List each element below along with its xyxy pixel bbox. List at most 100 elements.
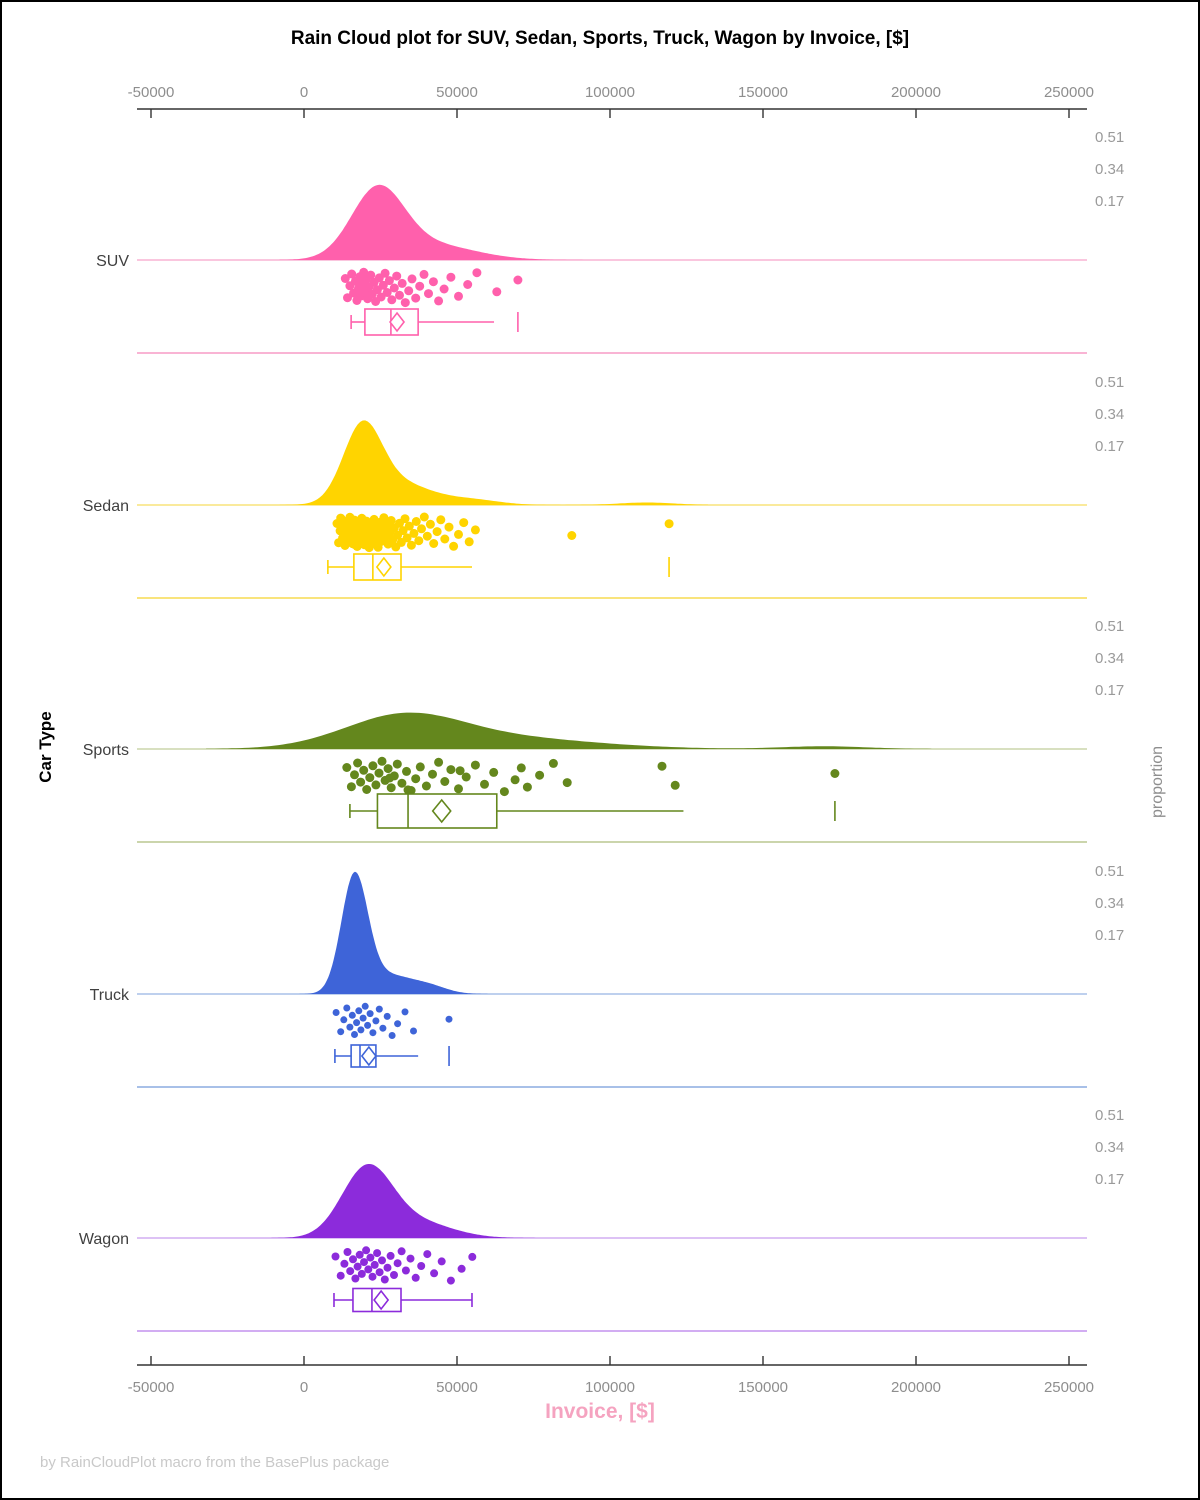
data-point-suv (366, 270, 376, 280)
data-point-truck (379, 1024, 387, 1032)
mean-diamond-suv (389, 311, 406, 333)
data-point-sports (535, 770, 545, 780)
box-plot-suv (350, 308, 519, 336)
data-point-sports (510, 775, 520, 785)
data-point-suv (439, 284, 449, 294)
data-point-sports (403, 785, 413, 795)
scatter-points-truck (332, 1002, 453, 1039)
data-point-sedan (464, 537, 474, 547)
top-axis-tick-label: 150000 (738, 84, 788, 101)
chart-title: Rain Cloud plot for SUV, Sedan, Sports, … (290, 28, 910, 49)
scatter-points-sedan (332, 512, 674, 553)
data-point-suv (359, 267, 369, 277)
data-point-suv (415, 281, 425, 291)
band-wagon: Wagon 0.51 0.34 0.17 (79, 1107, 1124, 1332)
data-point-truck (355, 1007, 363, 1015)
proportion-tick-label-sedan: 0.34 (1095, 406, 1124, 423)
data-point-sedan (379, 513, 389, 523)
data-point-sedan (425, 519, 435, 529)
data-point-wagon (457, 1264, 466, 1273)
data-point-sedan (470, 525, 480, 535)
data-point-sports (516, 763, 526, 773)
density-curve-truck (285, 871, 513, 994)
band-truck: Truck 0.51 0.34 0.17 (90, 863, 1124, 1088)
data-point-truck (369, 1029, 377, 1037)
data-point-sedan (422, 531, 432, 541)
proportion-tick-label-sports: 0.51 (1095, 618, 1124, 635)
data-point-suv (513, 275, 523, 285)
data-point-sports (374, 768, 384, 778)
data-point-sports (359, 765, 369, 775)
data-point-sports (454, 784, 463, 794)
data-point-wagon (401, 1266, 410, 1275)
data-point-sports (386, 783, 396, 793)
data-point-sports (562, 778, 572, 788)
data-point-suv (407, 274, 417, 284)
data-point-suv (463, 280, 473, 289)
data-point-truck (394, 1020, 402, 1028)
data-point-wagon (362, 1246, 371, 1255)
data-point-wagon (378, 1256, 386, 1265)
data-point-suv (472, 268, 482, 278)
category-label-sedan: Sedan (83, 498, 129, 515)
data-point-sports (411, 774, 421, 784)
data-point-sedan (429, 539, 439, 548)
data-point-sedan (400, 514, 410, 524)
data-point-sports (480, 779, 489, 789)
proportion-tick-label-suv: 0.51 (1095, 129, 1124, 146)
data-point-truck (372, 1017, 380, 1025)
data-point-truck (388, 1032, 396, 1039)
data-point-truck (337, 1028, 345, 1036)
data-point-sports (385, 773, 395, 783)
data-point-truck (357, 1026, 365, 1034)
data-point-wagon (343, 1248, 352, 1256)
box-plot-wagon (333, 1287, 473, 1313)
bottom-axis-tick-label: 250000 (1044, 1379, 1094, 1396)
proportion-tick-label-suv: 0.34 (1095, 161, 1124, 178)
data-point-wagon (417, 1262, 426, 1270)
data-point-wagon (373, 1249, 382, 1258)
category-label-suv: SUV (96, 253, 129, 270)
data-point-wagon (336, 1271, 345, 1280)
data-point-sedan (459, 518, 469, 528)
data-point-sports (377, 756, 387, 766)
data-point-wagon (375, 1268, 384, 1277)
data-point-sports (489, 767, 499, 777)
data-point-sports (455, 766, 465, 776)
data-point-sedan (444, 522, 454, 532)
data-point-sedan (406, 540, 416, 550)
data-point-sports (421, 781, 431, 791)
data-point-truck (359, 1014, 367, 1022)
mean-diamond-wagon (373, 1289, 390, 1311)
data-point-truck (383, 1012, 391, 1020)
data-point-wagon (340, 1259, 349, 1268)
data-point-suv (454, 291, 463, 301)
top-axis-tick-label: 200000 (891, 84, 941, 101)
data-point-suv (446, 272, 456, 282)
data-point-wagon (437, 1257, 446, 1266)
data-point-sedan (567, 531, 577, 540)
proportion-tick-label-truck: 0.34 (1095, 895, 1124, 912)
data-point-suv (343, 293, 352, 303)
data-point-suv (428, 277, 438, 287)
data-point-suv (434, 296, 444, 306)
x-axis-title: Invoice, [$] (545, 1400, 655, 1423)
data-point-sedan (414, 536, 424, 546)
data-point-truck (332, 1009, 340, 1016)
density-curve-suv (279, 184, 595, 260)
data-point-sports (499, 787, 509, 797)
data-point-sports (342, 763, 352, 772)
data-point-sedan (350, 540, 360, 550)
data-point-wagon (355, 1250, 364, 1259)
data-point-truck (364, 1021, 372, 1029)
box-plot-sports (349, 793, 836, 829)
data-point-sedan (436, 515, 446, 525)
data-point-wagon (331, 1252, 340, 1261)
data-point-truck (348, 1011, 356, 1019)
data-point-wagon (368, 1272, 377, 1281)
band-suv: SUV 0.51 0.34 0.17 (96, 129, 1124, 354)
data-point-sedan (454, 529, 463, 539)
data-point-sedan (449, 541, 459, 551)
data-point-sports (365, 773, 375, 783)
